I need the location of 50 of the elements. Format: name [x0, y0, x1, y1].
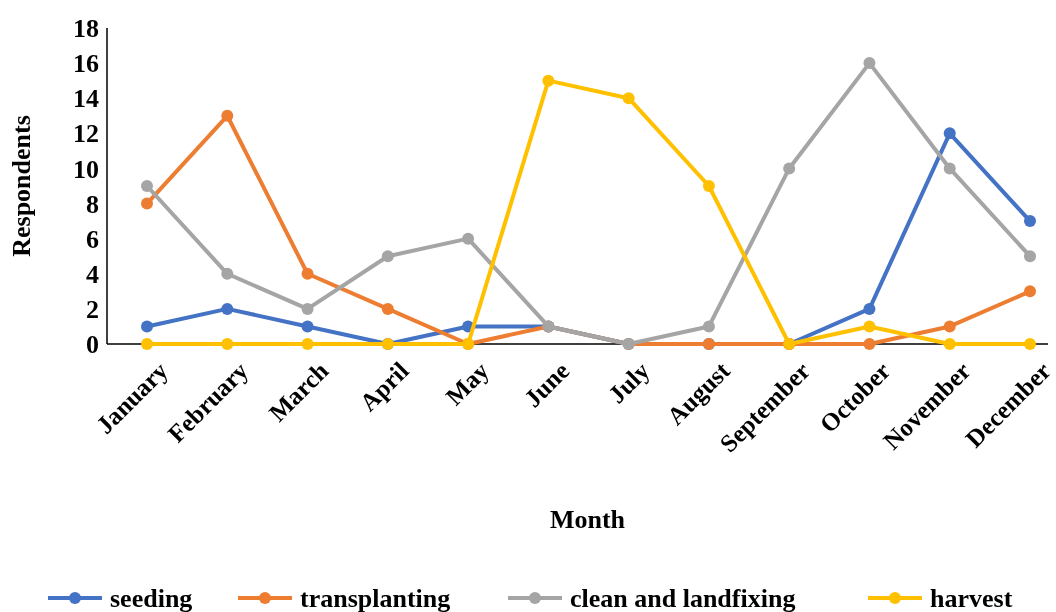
y-tick-label: 12: [73, 119, 99, 149]
point: [141, 180, 153, 192]
legend-label: transplanting: [300, 584, 451, 612]
point: [1024, 285, 1036, 298]
y-tick-label: 2: [86, 294, 99, 324]
y-axis-title: Respondents: [7, 115, 36, 257]
y-tick-label: 0: [86, 330, 99, 360]
y-tick-label: 10: [73, 154, 99, 184]
point: [221, 267, 234, 280]
point: [702, 180, 715, 192]
point: [141, 338, 153, 350]
point: [702, 320, 715, 333]
y-tick-label: 6: [86, 224, 99, 254]
point: [863, 320, 876, 333]
point: [943, 162, 956, 175]
point: [301, 302, 314, 315]
point: [863, 338, 876, 350]
point: [863, 302, 876, 315]
point: [943, 338, 956, 350]
point: [863, 57, 876, 70]
point: [301, 267, 314, 280]
point: [141, 197, 153, 210]
x-axis-title: Month: [549, 505, 626, 534]
y-tick-label: 4: [86, 259, 99, 289]
point: [221, 338, 234, 350]
point: [1024, 215, 1036, 228]
legend-label: harvest: [930, 584, 1013, 612]
point: [943, 320, 956, 333]
point: [622, 92, 635, 105]
point: [301, 338, 314, 350]
x-tick-label: June: [518, 356, 575, 413]
y-tick-label: 16: [73, 49, 99, 79]
point: [381, 250, 394, 263]
point: [141, 320, 153, 333]
y-tick-label: 8: [86, 189, 99, 219]
x-tick-label: July: [603, 356, 655, 409]
legend-label: clean and landfixing: [570, 584, 796, 612]
y-tick-label: 18: [73, 14, 99, 44]
point: [221, 302, 234, 315]
point: [462, 232, 475, 245]
y-tick-label: 14: [73, 84, 99, 114]
point: [542, 74, 555, 87]
point: [1024, 338, 1036, 350]
point: [943, 127, 956, 140]
point: [221, 109, 234, 122]
point: [783, 162, 796, 175]
point: [301, 320, 314, 333]
legend-label: seeding: [110, 584, 193, 612]
point: [1024, 250, 1036, 263]
point: [381, 302, 394, 315]
